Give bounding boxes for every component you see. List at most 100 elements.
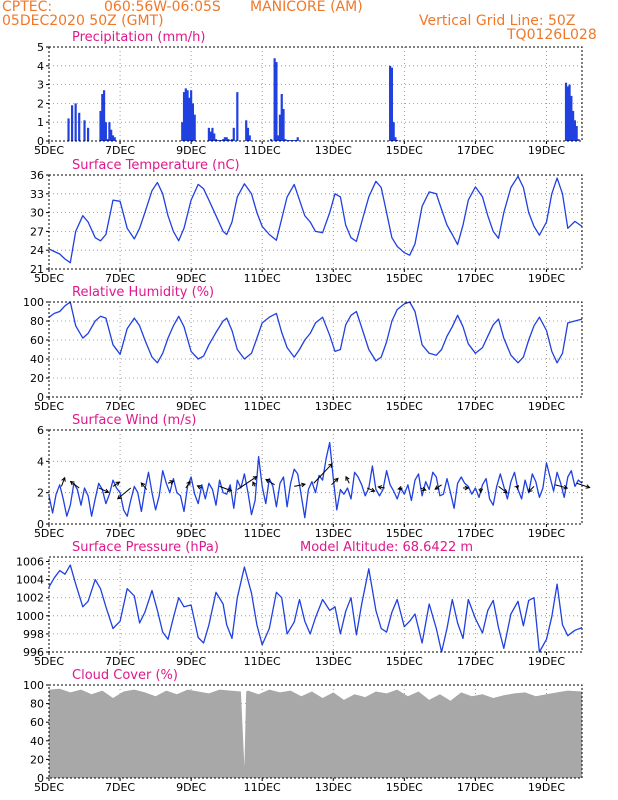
precip-bar	[392, 122, 395, 141]
wind-arrow-head	[397, 485, 403, 491]
y-tick-label: 2	[37, 487, 44, 500]
y-tick-label: 1002	[16, 592, 44, 605]
wind-arrow-head	[563, 484, 569, 490]
wind-arrow-head	[61, 476, 66, 482]
x-tick-label: 19DEC	[528, 144, 565, 157]
precip-title: Precipitation (mm/h)	[72, 30, 205, 45]
precip-bar	[86, 127, 90, 141]
wind-arrow-head	[186, 480, 191, 486]
wind-vector-arrow	[527, 486, 535, 493]
humidity-title: Relative Humidity (%)	[72, 285, 214, 300]
precip-bar	[296, 137, 299, 141]
wind-arrow-shaft	[98, 487, 109, 493]
precip-bar	[67, 118, 70, 141]
wind-vector-arrow	[265, 478, 275, 486]
wind-vector-arrow	[196, 485, 203, 490]
precip-bar	[246, 127, 250, 141]
precip-bar	[191, 103, 195, 141]
y-tick-label: 60	[30, 334, 44, 347]
y-tick-label: 4	[37, 60, 44, 73]
x-tick-label: 17DEC	[457, 144, 494, 157]
y-tick-label: 100	[23, 679, 44, 692]
wind-arrow-shaft	[117, 487, 132, 500]
wind-arrow-head	[464, 485, 470, 491]
wind-arrow-shaft	[366, 487, 375, 492]
x-tick-label: 13DEC	[315, 527, 352, 540]
panel-frame	[48, 301, 583, 398]
wind-arrow-head	[252, 475, 258, 481]
wind-arrow-head	[514, 485, 520, 490]
precip-bar	[211, 127, 214, 141]
wind-vector-arrow	[478, 487, 484, 494]
y-tick-label: 0	[37, 135, 44, 148]
pressure-series-line	[48, 564, 583, 653]
y-tick-label: 4	[37, 455, 44, 468]
wind-arrow-head	[328, 463, 333, 468]
wind-vector-arrow	[140, 482, 148, 490]
y-tick-label: 5	[37, 41, 44, 54]
x-tick-label: 5DEC	[34, 400, 64, 413]
wind-vector-arrow	[462, 485, 470, 491]
precip-bar	[227, 139, 230, 141]
x-tick-label: 15DEC	[386, 781, 423, 794]
wind-arrow-head	[527, 487, 533, 493]
wind-vector-arrow	[498, 485, 508, 494]
precip-bar	[216, 140, 219, 141]
temperature-title: Surface Temperature (nC)	[72, 158, 240, 173]
precip-bar	[573, 120, 576, 141]
precip-bar	[245, 120, 248, 141]
precip-bar	[181, 122, 184, 141]
y-tick-label: 1004	[16, 574, 44, 587]
cloud-cover-area	[49, 688, 582, 778]
x-tick-label: 15DEC	[386, 144, 423, 157]
precip-bar	[207, 127, 210, 141]
wind-arrow-head	[265, 478, 271, 484]
x-tick-label: 5DEC	[34, 527, 64, 540]
x-tick-label: 11DEC	[244, 144, 281, 157]
x-tick-label: 7DEC	[105, 781, 135, 794]
wind-vector-arrow	[555, 484, 569, 490]
wind-arrow-head	[345, 475, 350, 481]
x-tick-label: 5DEC	[34, 781, 64, 794]
x-tick-label: 9DEC	[176, 400, 206, 413]
x-tick-label: 17DEC	[457, 272, 494, 285]
precip-bar	[110, 129, 113, 141]
wind-arrow-shaft	[528, 486, 535, 493]
x-tick-label: 11DEC	[244, 655, 281, 668]
panel-precip: 0 1 2 3 4 5 5DEC 7DEC 9DEC 11DEC 13DEC 15DEC 17DEC 19…	[34, 30, 583, 157]
wind-arrow-head	[104, 488, 110, 494]
x-tick-label: 19DEC	[528, 527, 565, 540]
y-tick-label: 21	[30, 263, 44, 276]
panel-frame	[48, 556, 583, 653]
precip-bar	[389, 65, 392, 141]
x-tick-label: 15DEC	[386, 527, 423, 540]
wind-arrow-shaft	[237, 476, 258, 490]
y-tick-label: 80	[30, 698, 44, 711]
x-tick-label: 13DEC	[315, 655, 352, 668]
wind-arrow-shaft	[498, 485, 508, 494]
location-label: MANICORE (AM)	[250, 0, 363, 15]
temperature-series-line	[48, 175, 583, 264]
y-tick-label: 40	[30, 353, 44, 366]
x-tick-label: 11DEC	[244, 272, 281, 285]
x-tick-label: 11DEC	[244, 527, 281, 540]
wind-vector-arrow	[345, 475, 350, 484]
wind-vector-arrow	[397, 485, 403, 491]
model-code-label: TQ0126L028	[507, 27, 597, 43]
x-tick-label: 9DEC	[176, 272, 206, 285]
y-tick-label: 1006	[16, 556, 44, 569]
wind-vector-arrow	[313, 463, 333, 484]
wind-arrow-shaft	[345, 476, 350, 484]
wind-arrow-shaft	[555, 484, 568, 489]
panel-pressure: 996 998 1000 1002 1004 1006 5DEC 7DEC 9DEC 11DEC 1…	[16, 540, 583, 668]
precip-bar	[575, 125, 578, 141]
precip-bar	[230, 139, 234, 141]
x-tick-label: 19DEC	[528, 781, 565, 794]
y-tick-label: 1000	[16, 610, 44, 623]
precip-bar	[572, 110, 575, 141]
wind-vector-arrow	[434, 484, 442, 490]
cloud-title: Cloud Cover (%)	[72, 668, 178, 683]
y-tick-label: 996	[23, 646, 44, 659]
precip-bar	[102, 90, 106, 141]
precip-bar	[190, 90, 193, 141]
